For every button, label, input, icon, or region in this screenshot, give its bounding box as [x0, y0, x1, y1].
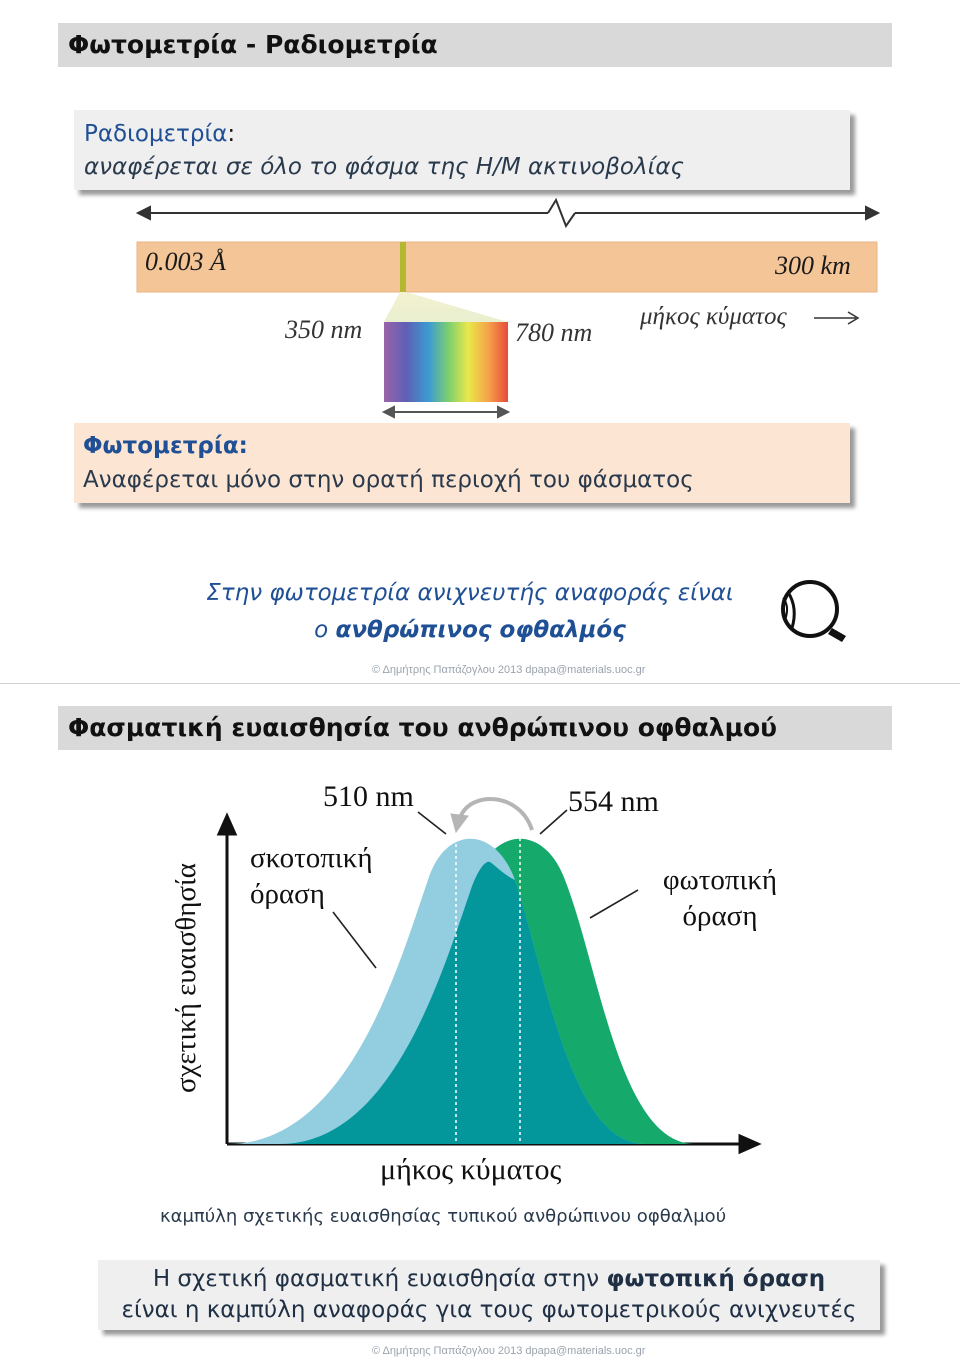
y-axis-label: σχετική ευαισθησία [170, 862, 202, 1094]
summary-bold: φωτοπική όραση [606, 1266, 826, 1292]
photometry-description: Αναφέρεται μόνο στην ορατή περιοχή του φ… [83, 467, 694, 493]
slide-1-title: Φωτομετρία - Ραδιομετρία [58, 23, 892, 67]
reference-detector-text: Στην φωτομετρία ανιχνευτής αναφοράς είνα… [120, 575, 820, 649]
spectrum-left-label: 0.003 Å [145, 247, 226, 276]
visible-band-marker [400, 242, 406, 292]
x-axis-label: μήκος κύματος [380, 1153, 562, 1186]
summary-line1: Η σχετική φασματική ευαισθησία στην φωτο… [98, 1264, 880, 1295]
radiometry-description: αναφέρεται σε όλο το φάσμα της Η/Μ ακτιν… [84, 154, 685, 180]
radiometry-colon: : [227, 121, 236, 147]
summary-prefix: Η σχετική φασματική ευαισθησία στην [152, 1266, 607, 1292]
visible-high-label: 780 nm [515, 318, 593, 347]
eye-icon [781, 580, 846, 642]
slide-2-title: Φασματική ευαισθησία του ανθρώπινου οφθα… [58, 706, 892, 750]
overlap-region [280, 861, 645, 1144]
wavelength-arrow [814, 311, 860, 325]
visible-zoom-fan [384, 292, 508, 322]
reference-detector-line1: Στην φωτομετρία ανιχνευτής αναφοράς είνα… [206, 580, 734, 606]
spectrum-right-label: 300 km [775, 251, 851, 280]
leader-lines [332, 809, 639, 969]
radiometry-box: Ραδιομετρία: αναφέρεται σε όλο το φάσμα … [74, 110, 850, 190]
summary-box: Η σχετική φασματική ευαισθησία στην φωτο… [98, 1260, 880, 1330]
spectrum-bar [136, 241, 878, 293]
scotopic-vision-label: σκοτοπική όραση [250, 842, 373, 910]
reference-detector-prefix: ο [314, 617, 336, 643]
full-range-arrow [135, 197, 881, 229]
photometry-box: Φωτομετρία: Αναφέρεται μόνο στην ορατή π… [74, 423, 850, 503]
reference-detector-line2: ο ανθρώπινος οφθαλμός [120, 612, 820, 649]
photopic-vision-label: φωτοπική όραση [662, 864, 778, 932]
photometry-term: Φωτομετρία: [83, 433, 248, 459]
radiometry-heading: Ραδιομετρία: [84, 118, 850, 150]
summary-line2: είναι η καμπύλη αναφοράς για τους φωτομε… [121, 1297, 857, 1323]
slide-2-footer: © Δημήτρης Παπάζογλου 2013 dpapa@materia… [372, 1345, 646, 1357]
chart-caption: καμπύλη σχετικής ευαισθησίας τυπικού ανθ… [160, 1206, 727, 1227]
visible-low-label: 350 nm [285, 315, 363, 344]
slide-1-footer: © Δημήτρης Παπάζογλου 2013 dpapa@materia… [372, 664, 646, 676]
peak-shift-arrow [450, 796, 534, 834]
radiometry-term: Ραδιομετρία [84, 121, 228, 147]
sensitivity-chart [216, 796, 762, 1155]
scotopic-peak-label: 510 nm [323, 780, 414, 813]
reference-detector-bold: ανθρώπινος οφθαλμός [335, 617, 626, 643]
photopic-peak-label: 554 nm [568, 785, 659, 818]
page-divider [0, 683, 960, 684]
wavelength-label: μήκος κύματος [640, 303, 787, 330]
em-spectrum-figure [135, 197, 881, 419]
visible-range-arrow [381, 405, 511, 419]
visible-spectrum [384, 322, 508, 402]
